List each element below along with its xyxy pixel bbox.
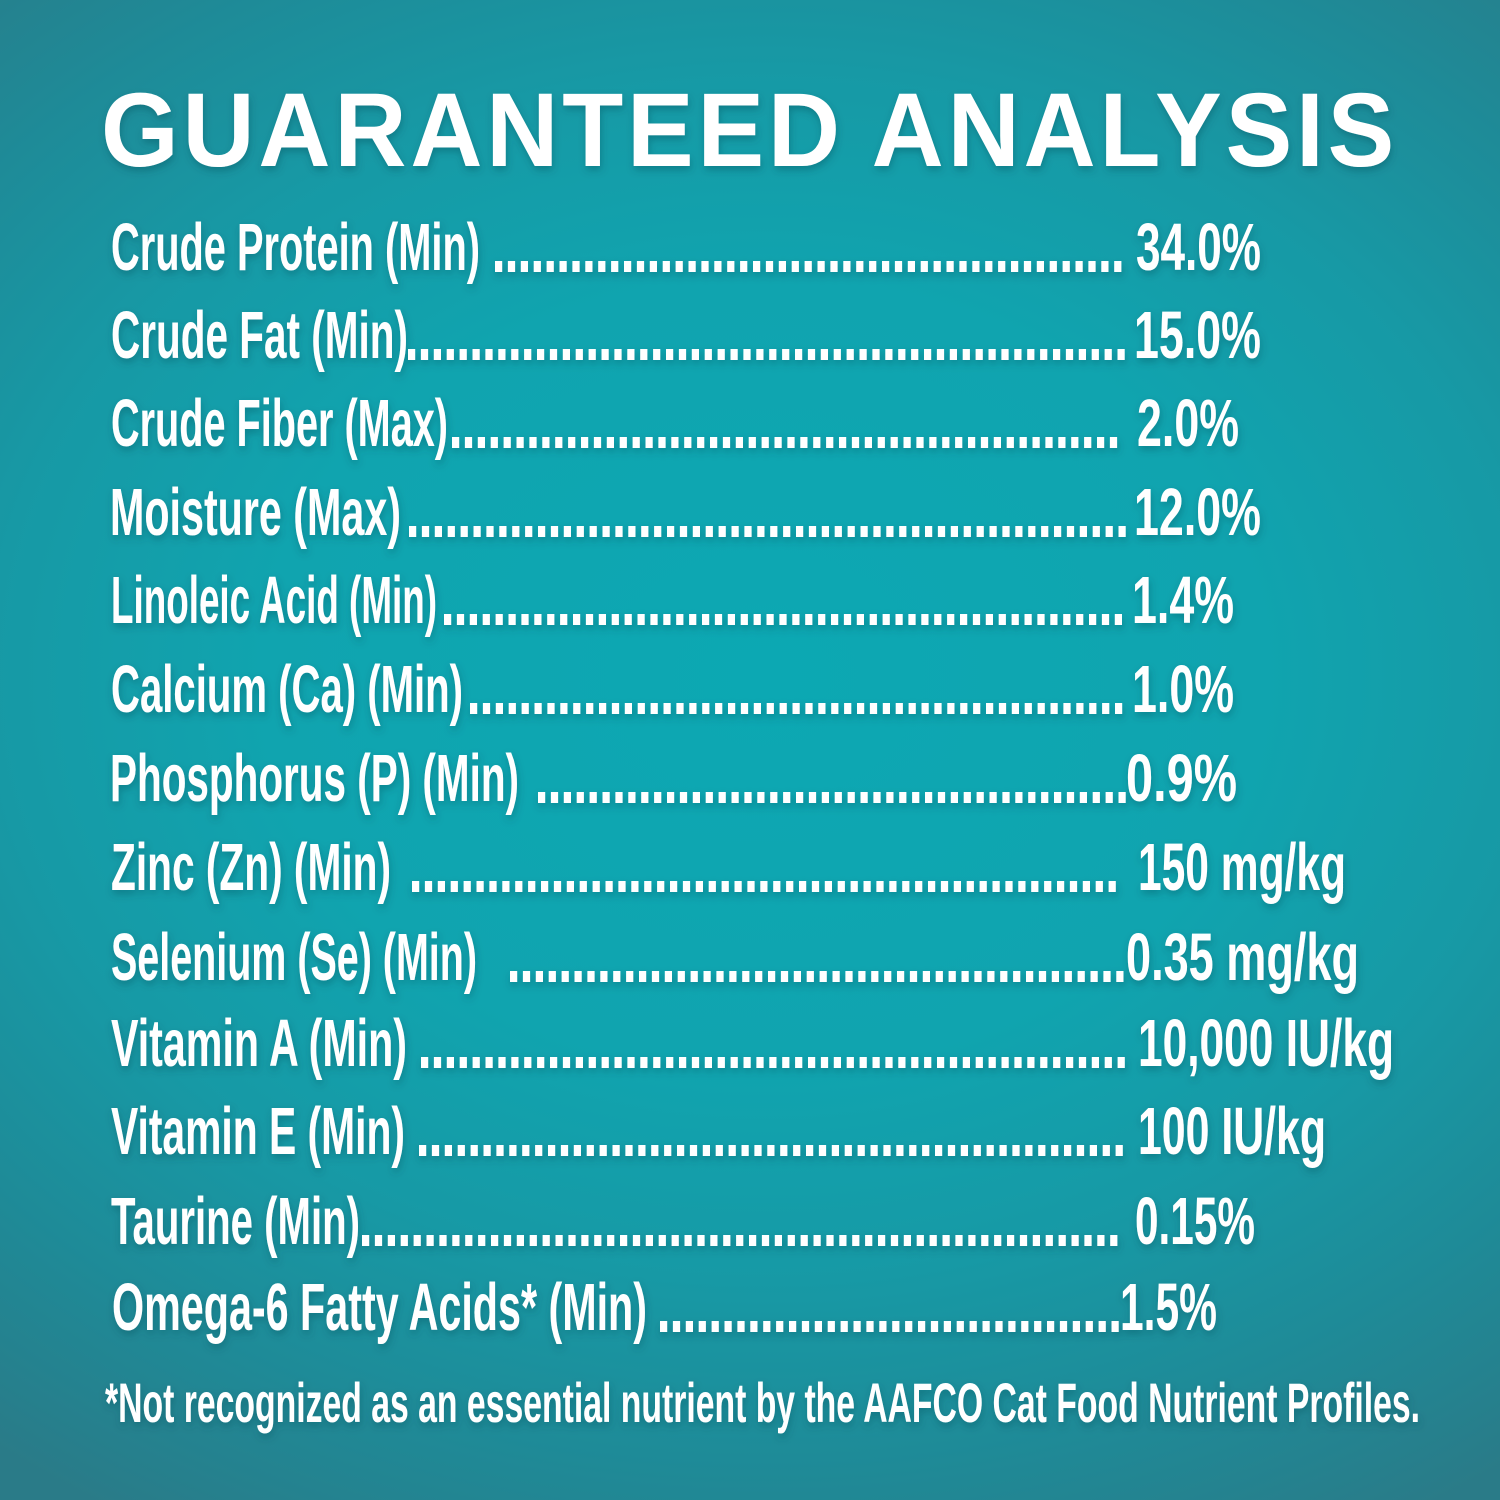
svg-text:34.0%: 34.0%	[1136, 211, 1261, 285]
svg-text:Vitamin E (Min): Vitamin E (Min)	[111, 1095, 405, 1169]
svg-text:0.35 mg/kg: 0.35 mg/kg	[1126, 921, 1359, 995]
svg-text:1.0%: 1.0%	[1132, 653, 1234, 727]
svg-text:Linoleic Acid (Min): Linoleic Acid (Min)	[111, 564, 437, 638]
svg-text:150 mg/kg: 150 mg/kg	[1138, 831, 1346, 905]
svg-text:1.5%: 1.5%	[1120, 1271, 1217, 1345]
svg-text:Crude Fiber (Max): Crude Fiber (Max)	[111, 387, 448, 461]
svg-text:Phosphorus (P) (Min): Phosphorus (P) (Min)	[110, 742, 519, 816]
svg-text:0.9%: 0.9%	[1126, 742, 1237, 816]
svg-text:15.0%: 15.0%	[1134, 299, 1261, 373]
svg-text:Selenium (Se) (Min): Selenium (Se) (Min)	[111, 921, 477, 995]
svg-text:0.15%: 0.15%	[1135, 1185, 1255, 1259]
svg-text:Calcium (Ca) (Min): Calcium (Ca) (Min)	[111, 653, 463, 727]
svg-text:1.4%: 1.4%	[1132, 564, 1234, 638]
svg-text:Omega-6 Fatty Acids* (Min): Omega-6 Fatty Acids* (Min)	[112, 1271, 647, 1345]
svg-text:*Not recognized as an essentia: *Not recognized as an essential nutrient…	[105, 1371, 1420, 1434]
svg-text:GUARANTEED ANALYSIS: GUARANTEED ANALYSIS	[101, 72, 1398, 189]
svg-text:10,000 IU/kg: 10,000 IU/kg	[1138, 1007, 1394, 1081]
svg-text:Crude Fat (Min): Crude Fat (Min)	[111, 299, 408, 373]
svg-text:100 IU/kg: 100 IU/kg	[1138, 1095, 1326, 1169]
svg-text:Zinc (Zn) (Min): Zinc (Zn) (Min)	[111, 831, 391, 905]
svg-text:Moisture (Max): Moisture (Max)	[110, 476, 401, 550]
svg-text:Crude Protein (Min): Crude Protein (Min)	[111, 211, 480, 285]
svg-text:2.0%: 2.0%	[1137, 387, 1239, 461]
svg-text:12.0%: 12.0%	[1134, 476, 1261, 550]
svg-text:Vitamin A (Min): Vitamin A (Min)	[111, 1007, 407, 1081]
svg-text:Taurine (Min): Taurine (Min)	[111, 1185, 360, 1259]
